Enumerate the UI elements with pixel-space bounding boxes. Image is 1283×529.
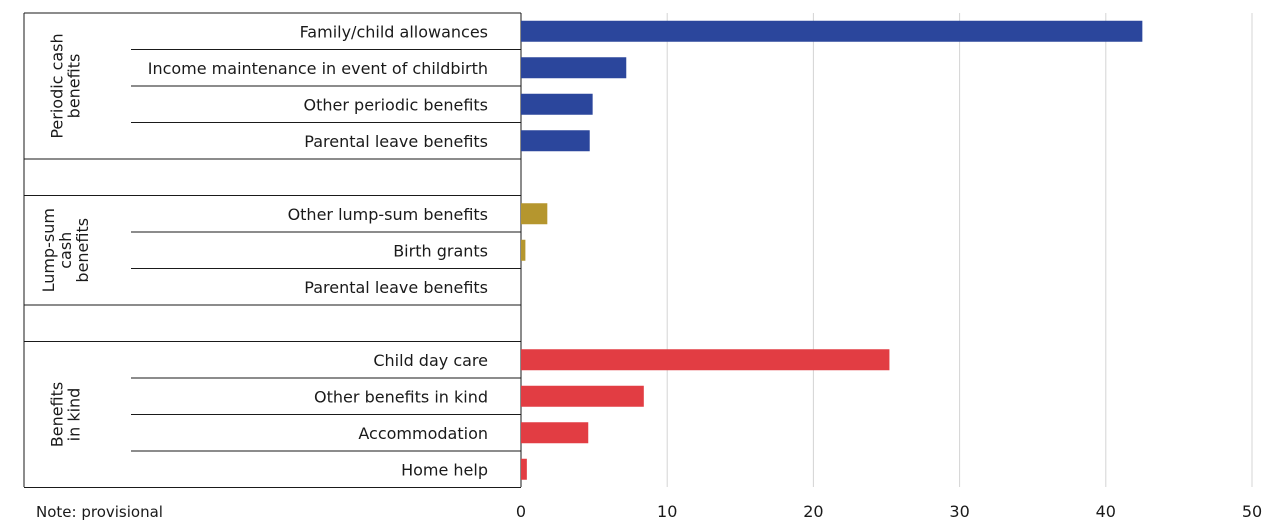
x-tick-label: 40 [1096,502,1116,521]
x-tick-label: 30 [949,502,969,521]
group-label: Lump-sumcashbenefits [39,208,92,292]
category-labels: Family/child allowances Income maintenanc… [148,22,488,479]
gridlines [666,13,1253,487]
bar-income-maintenance-in-event-of-childbirth [521,57,627,79]
bar-child-day-care [521,349,890,371]
bar-other-periodic-benefits [521,93,593,115]
chart-frame [23,12,522,488]
category-label: Other benefits in kind [314,387,488,406]
bar-parental-leave-benefits [521,130,590,152]
group-label: Benefitsin kind [48,382,84,448]
category-label: Birth grants [393,241,488,260]
bar-accommodation [521,422,589,444]
bar-birth-grants [521,239,526,261]
bar-home-help [521,458,527,480]
category-label: Home help [401,460,488,479]
x-axis-ticks: 0 10 20 30 40 50 [516,502,1262,521]
category-label: Parental leave benefits [304,278,488,297]
x-tick-label: 10 [657,502,677,521]
note-text: Note: provisional [36,503,163,521]
bar-other-lump-sum-benefits [521,203,548,225]
group-labels: Periodic cashbenefits Lump-sumcashbenefit… [39,33,92,447]
category-label: Accommodation [358,424,488,443]
category-label: Income maintenance in event of childbirt… [148,59,488,78]
group-label: Periodic cashbenefits [48,33,84,138]
bars [521,20,1143,480]
category-label: Child day care [373,351,488,370]
x-tick-label: 0 [516,502,526,521]
bar-family-child-allowances [521,20,1143,42]
category-label: Other lump-sum benefits [288,205,488,224]
x-tick-label: 20 [803,502,823,521]
category-label: Other periodic benefits [304,95,488,114]
bar-other-benefits-in-kind [521,385,644,407]
category-label: Family/child allowances [300,22,488,41]
category-label: Parental leave benefits [304,132,488,151]
x-tick-label: 50 [1242,502,1262,521]
